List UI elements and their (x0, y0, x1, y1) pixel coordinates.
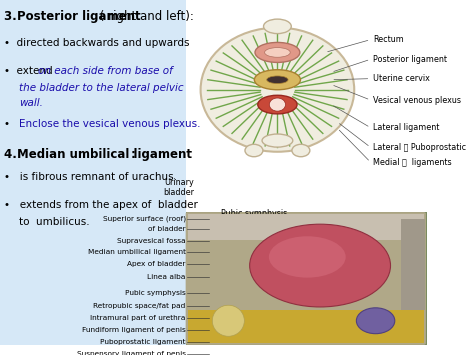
Text: Uterine cervix: Uterine cervix (374, 74, 430, 83)
Text: Pubic symphysis: Pubic symphysis (125, 290, 186, 296)
Ellipse shape (262, 134, 293, 147)
Ellipse shape (356, 308, 395, 334)
Text: Median umbilical ligament: Median umbilical ligament (17, 148, 192, 161)
Text: Intramural part of urethra: Intramural part of urethra (90, 315, 186, 321)
Ellipse shape (250, 224, 391, 307)
Text: •: • (4, 119, 17, 129)
Text: on each side from base of: on each side from base of (38, 66, 173, 76)
Ellipse shape (292, 144, 310, 157)
Text: Suspensory ligament of penis: Suspensory ligament of penis (77, 351, 186, 355)
Ellipse shape (264, 19, 292, 34)
Text: Apex of bladder: Apex of bladder (128, 261, 186, 267)
Text: •   extends from the apex of  bladder: • extends from the apex of bladder (4, 200, 198, 210)
Text: Lateral ligament: Lateral ligament (374, 123, 440, 132)
FancyBboxPatch shape (0, 0, 186, 345)
Ellipse shape (264, 48, 290, 57)
Text: 4.: 4. (4, 148, 21, 161)
Text: wall.: wall. (19, 98, 43, 108)
Text: Posterior ligament: Posterior ligament (17, 10, 141, 23)
Ellipse shape (255, 42, 300, 62)
Text: :: : (130, 148, 135, 161)
Circle shape (269, 98, 285, 111)
Text: Vesical venous plexus: Vesical venous plexus (374, 95, 462, 104)
FancyBboxPatch shape (188, 310, 424, 343)
Ellipse shape (258, 95, 297, 114)
Text: Median umbilical ligament: Median umbilical ligament (88, 250, 186, 256)
FancyBboxPatch shape (188, 214, 424, 240)
Text: Retropubic space/fat pad: Retropubic space/fat pad (93, 302, 186, 308)
Text: •  extend: • extend (4, 66, 56, 76)
Text: the bladder to the lateral pelvic: the bladder to the lateral pelvic (19, 83, 184, 93)
Text: Pubic symphysis: Pubic symphysis (221, 209, 287, 218)
Text: 3.: 3. (4, 10, 21, 23)
Text: Fundiform ligament of penis: Fundiform ligament of penis (82, 327, 186, 333)
Text: Superior surface (roof): Superior surface (roof) (102, 216, 186, 222)
Text: Puboprostatic ligament: Puboprostatic ligament (100, 339, 186, 345)
Text: Posterior ligament: Posterior ligament (374, 55, 447, 64)
Ellipse shape (255, 70, 301, 90)
FancyBboxPatch shape (186, 212, 426, 345)
Ellipse shape (267, 76, 288, 83)
Ellipse shape (269, 236, 346, 278)
Bar (186, 212, 427, 345)
Text: Medial ⎯  ligaments: Medial ⎯ ligaments (374, 158, 452, 166)
Text: Enclose the vesical venous plexus.: Enclose the vesical venous plexus. (19, 119, 201, 129)
Text: Linea alba: Linea alba (147, 274, 186, 280)
Text: bladder: bladder (163, 188, 194, 197)
FancyBboxPatch shape (401, 219, 425, 310)
Text: Lateral ⎯ Puboprostatic: Lateral ⎯ Puboprostatic (374, 143, 466, 152)
Ellipse shape (212, 305, 244, 336)
Text: of bladder: of bladder (148, 226, 186, 233)
Text: •  directed backwards and upwards: • directed backwards and upwards (4, 38, 190, 48)
Text: to  umbilicus.: to umbilicus. (19, 217, 90, 227)
Text: Supravesical fossa: Supravesical fossa (117, 238, 186, 244)
Circle shape (201, 28, 354, 152)
Text: Urinary: Urinary (164, 178, 194, 187)
Text: •   is fibrous remnant of urachus.: • is fibrous remnant of urachus. (4, 173, 177, 182)
Text: Rectum: Rectum (374, 35, 404, 44)
Text: ( right and left):: ( right and left): (96, 10, 194, 23)
Ellipse shape (245, 144, 263, 157)
